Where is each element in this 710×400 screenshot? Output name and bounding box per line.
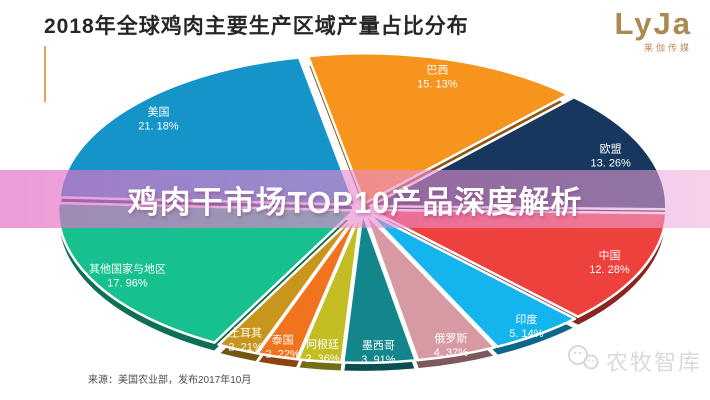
pie-slice-label-10: 美国 21. 18%	[138, 105, 179, 132]
brand-logo: LyJa 莱伽传媒	[614, 8, 692, 54]
wechat-bubbles-icon	[566, 344, 600, 377]
pie-slice-label-8: 土耳其 2. 21%	[228, 327, 262, 354]
pie-slice-label-3: 印度 5. 14%	[509, 312, 543, 340]
brand-logo-subtext: 莱伽传媒	[643, 43, 692, 53]
watermark: 农牧智库	[566, 344, 702, 377]
pie-slice-label-4: 俄罗斯 4. 37%	[434, 332, 468, 359]
pie-slice-0	[306, 52, 570, 205]
pie-slice-4	[363, 211, 497, 362]
pie-slice-label-1: 欧盟 13. 26%	[590, 142, 631, 169]
overlay-banner: 鸡肉干市场TOP10产品深度解析	[0, 170, 710, 228]
title-accent-line	[44, 46, 46, 102]
pie-slice-label-5: 墨西哥 3. 91%	[361, 339, 395, 366]
pie-slice-5	[342, 211, 417, 365]
pie-slice-label-2: 中国 12. 28%	[589, 249, 630, 276]
brand-logo-text: LyJa	[614, 6, 692, 41]
source-note: 来源：美国农业部，发布2017年10月	[88, 375, 252, 386]
pie-slice-label-0: 巴西 15. 13%	[417, 65, 458, 91]
pie-slice-label-6: 阿根廷 2. 36%	[305, 337, 339, 365]
pie-slice-label-9: 其他国家与地区 17. 96%	[89, 261, 166, 289]
watermark-text: 农牧智库	[605, 349, 702, 375]
page-title: 2018年全球鸡肉主要生产区域产量占比分布	[44, 15, 469, 38]
overlay-banner-text: 鸡肉干市场TOP10产品深度解析	[127, 184, 583, 220]
pie-slice-label-7: 泰国 2. 22%	[265, 333, 299, 361]
pie-slice-3	[365, 210, 577, 348]
pie-slice-8	[217, 211, 360, 355]
